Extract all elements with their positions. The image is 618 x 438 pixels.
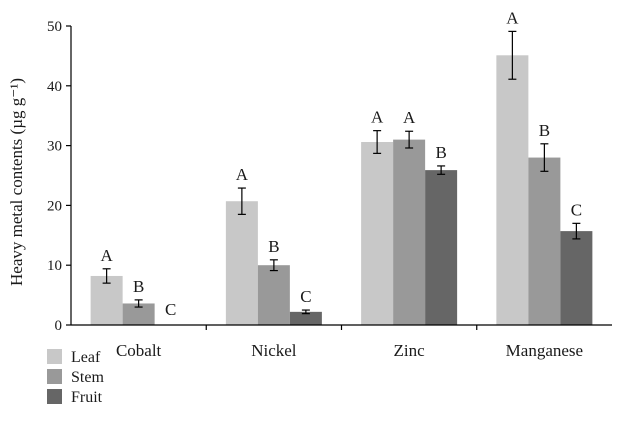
x-category-label: Cobalt [116, 341, 162, 360]
bar [90, 275, 123, 325]
significance-letter: C [165, 300, 176, 319]
bar [225, 201, 258, 325]
bar [496, 55, 529, 325]
bars [90, 55, 593, 325]
y-axis-label-group: Heavy metal contents (µg g⁻¹) [7, 78, 26, 286]
significance-letter: A [100, 246, 113, 265]
significance-letter: B [268, 237, 279, 256]
error-bars [102, 30, 581, 315]
legend-label: Leaf [71, 349, 101, 366]
legend-swatch [47, 389, 62, 404]
y-tick-label: 40 [47, 79, 62, 95]
legend-label: Fruit [71, 389, 103, 406]
y-axis-ticks: 0 10 20 30 40 50 [47, 19, 71, 334]
y-tick-label: 0 [55, 318, 63, 334]
y-tick-label: 30 [47, 139, 62, 155]
legend: Leaf Stem Fruit [47, 349, 104, 406]
x-category-label: Manganese [506, 341, 583, 360]
significance-letter: B [539, 121, 550, 140]
bar [361, 142, 394, 325]
significance-letter: C [571, 200, 582, 219]
legend-swatch [47, 369, 62, 384]
bar [122, 303, 155, 325]
bar [425, 170, 458, 325]
y-tick-label: 10 [47, 258, 62, 274]
x-category-label: Nickel [251, 341, 297, 360]
legend-swatch [47, 349, 62, 364]
significance-letter: A [236, 165, 249, 184]
significance-letter: A [506, 8, 519, 27]
bar [393, 139, 426, 325]
legend-label: Stem [71, 369, 104, 386]
y-tick-label: 50 [47, 19, 62, 35]
significance-letter: B [133, 277, 144, 296]
bar [528, 157, 561, 325]
x-axis-categories: Cobalt Nickel Zinc Manganese [116, 325, 583, 360]
y-axis-label: Heavy metal contents (µg g⁻¹) [7, 78, 26, 286]
significance-letter: A [371, 108, 384, 127]
bar [560, 231, 593, 325]
x-category-label: Zinc [394, 341, 426, 360]
bar [257, 265, 290, 325]
significance-letter: C [300, 287, 311, 306]
bar [289, 311, 322, 325]
significance-letter: B [435, 143, 446, 162]
y-tick-label: 20 [47, 198, 62, 214]
significance-letter: A [403, 108, 416, 127]
